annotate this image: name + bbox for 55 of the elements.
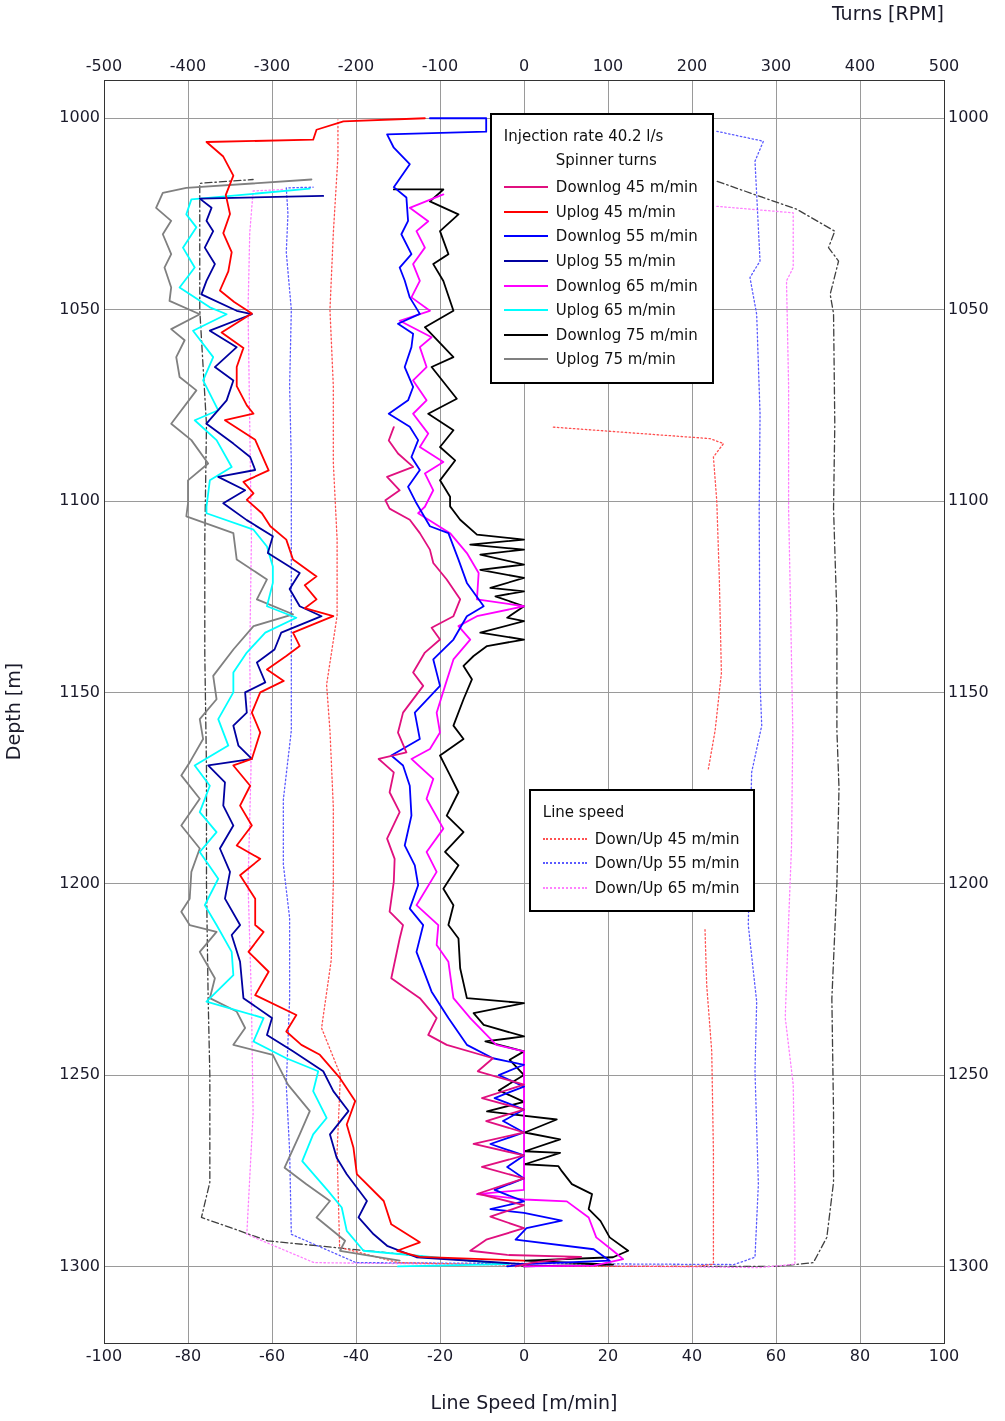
x-tick-label: 20	[597, 1345, 619, 1365]
legend-label: Uplog 75 m/min	[555, 350, 676, 369]
legend-label: Uplog 45 m/min	[555, 202, 676, 221]
y-tick-label: 1300	[59, 1255, 100, 1275]
legend-label: Uplog 65 m/min	[555, 301, 676, 320]
legend-label: Down/Up 55 m/min	[594, 854, 740, 873]
legend-label: Down/Up 65 m/min	[594, 879, 740, 898]
x-tick-label: -40	[342, 1345, 370, 1365]
x-tick-label: -80	[174, 1345, 202, 1365]
y2-tick-label: 1200	[948, 872, 989, 892]
x-axis-title: Line Speed [m/min]	[430, 1390, 618, 1413]
legend-label: Downlog 75 m/min	[555, 325, 698, 344]
x-tick-label: 0	[518, 1345, 530, 1365]
x2-tick-label: 500	[928, 55, 960, 75]
y2-tick-label: 1050	[948, 298, 989, 318]
x2-tick-label: -200	[337, 55, 375, 75]
x2-tick-label: -300	[253, 55, 291, 75]
x2-tick-label: -400	[169, 55, 207, 75]
legend-label: Downlog 65 m/min	[555, 276, 698, 295]
x-tick-label: 80	[849, 1345, 871, 1365]
legend-label: Uplog 55 m/min	[555, 251, 676, 270]
x2-axis-title: Turns [RPM]	[830, 2, 944, 25]
y2-tick-label: 1150	[948, 681, 989, 701]
y-tick-label: 1150	[59, 681, 100, 701]
y2-tick-label: 1000	[948, 107, 989, 127]
y-axis-title: Depth [m]	[2, 662, 25, 761]
x-tick-label: -20	[426, 1345, 454, 1365]
y-tick-label: 1250	[59, 1064, 100, 1084]
x2-tick-label: -100	[421, 55, 459, 75]
y-tick-label: 1000	[59, 107, 100, 127]
y2-tick-label: 1250	[948, 1064, 989, 1084]
line-series	[282, 130, 765, 1266]
line-series	[199, 178, 840, 1268]
x-tick-label: -60	[258, 1345, 286, 1365]
y2-tick-label: 1100	[948, 490, 989, 510]
x2-tick-label: 0	[518, 55, 530, 75]
x2-tick-label: 100	[592, 55, 624, 75]
legend-title: Injection rate 40.2 l/s	[503, 126, 665, 145]
x2-tick-label: -500	[85, 55, 123, 75]
y-tick-label: 1050	[59, 298, 100, 318]
x-tick-label: -100	[85, 1345, 123, 1365]
y-tick-label: 1100	[59, 490, 100, 510]
annotation: Line speed	[542, 802, 626, 821]
legend-label: Downlog 55 m/min	[555, 227, 698, 246]
annotation: Spinner turns	[554, 150, 658, 169]
x-tick-label: 100	[928, 1345, 960, 1365]
x2-tick-label: 400	[844, 55, 876, 75]
x-tick-label: 40	[681, 1345, 703, 1365]
legend-label: Downlog 45 m/min	[555, 178, 698, 197]
x-tick-label: 60	[765, 1345, 787, 1365]
y-tick-label: 1200	[59, 872, 100, 892]
x2-tick-label: 200	[676, 55, 708, 75]
x2-tick-label: 300	[760, 55, 792, 75]
y2-tick-label: 1300	[948, 1255, 989, 1275]
legend-label: Down/Up 45 m/min	[594, 829, 740, 848]
